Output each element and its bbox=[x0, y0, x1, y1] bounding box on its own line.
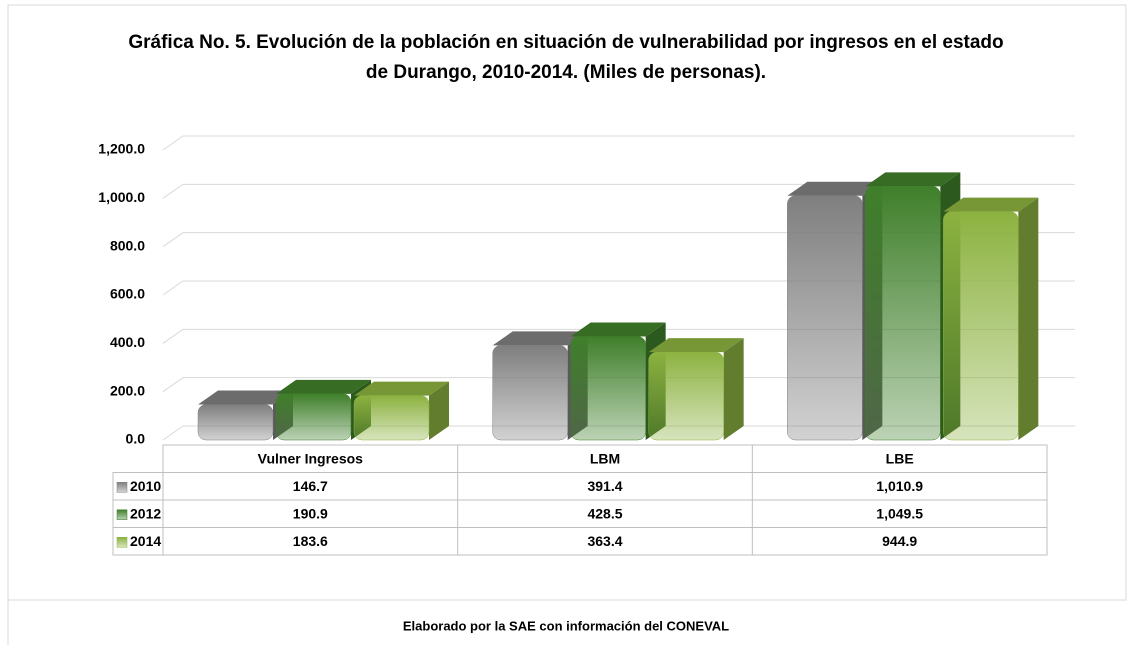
bar bbox=[353, 395, 430, 441]
bar-top bbox=[865, 172, 961, 187]
data-label: 190.9 bbox=[293, 505, 328, 521]
data-label: 363.4 bbox=[587, 533, 622, 549]
grid-line bbox=[162, 232, 1075, 248]
data-label: 146.7 bbox=[293, 478, 328, 494]
bar bbox=[275, 393, 352, 441]
legend-swatch bbox=[116, 537, 128, 548]
legend-label: 2012 bbox=[130, 505, 161, 521]
x-tick-label: LBM bbox=[590, 450, 620, 466]
x-tick-label: LBE bbox=[886, 450, 914, 466]
bar-top bbox=[354, 381, 449, 396]
bar-side bbox=[1018, 197, 1039, 440]
bar bbox=[492, 345, 568, 441]
data-label: 944.9 bbox=[882, 533, 917, 549]
grid-line bbox=[162, 425, 1075, 441]
data-label: 1,010.9 bbox=[876, 478, 923, 494]
source-note: Elaborado por la SAE con información del… bbox=[403, 618, 729, 633]
grid-line bbox=[162, 135, 1075, 151]
grid-line bbox=[162, 280, 1075, 296]
bar-top bbox=[198, 390, 293, 405]
chart-title: Gráfica No. 5. Evolución de la población… bbox=[128, 32, 1004, 83]
bar-top bbox=[276, 379, 371, 394]
y-tick-label: 0.0 bbox=[126, 431, 146, 447]
grid-line bbox=[162, 377, 1075, 393]
bar-side bbox=[723, 338, 744, 440]
bar-top bbox=[570, 322, 666, 337]
legend-label: 2010 bbox=[130, 478, 161, 494]
frame bbox=[7, 4, 1127, 601]
data-label: 391.4 bbox=[587, 478, 622, 494]
y-tick-label: 600.0 bbox=[110, 286, 145, 302]
grid-line bbox=[162, 183, 1075, 199]
bar-top bbox=[787, 181, 883, 196]
bar-top bbox=[492, 331, 588, 346]
x-tick-label: Vulner Ingresos bbox=[258, 450, 364, 466]
data-label: 183.6 bbox=[293, 533, 328, 549]
bar bbox=[570, 336, 646, 441]
y-tick-label: 1,200.0 bbox=[98, 141, 145, 157]
bar-side bbox=[429, 381, 449, 440]
y-tick-label: 400.0 bbox=[110, 334, 145, 350]
bar-top bbox=[648, 338, 744, 353]
grid-line bbox=[162, 328, 1075, 344]
legend-label: 2014 bbox=[130, 533, 161, 549]
legend-swatch bbox=[116, 482, 128, 493]
bar bbox=[648, 351, 724, 441]
bar bbox=[865, 186, 941, 441]
data-label: 1,049.5 bbox=[876, 505, 923, 521]
bar bbox=[943, 211, 1019, 441]
y-tick-label: 1,000.0 bbox=[98, 189, 145, 205]
bar bbox=[787, 195, 863, 441]
bar-top bbox=[943, 197, 1039, 212]
y-tick-label: 200.0 bbox=[110, 382, 145, 398]
y-tick-label: 800.0 bbox=[110, 237, 145, 253]
bar bbox=[197, 404, 274, 441]
data-label: 428.5 bbox=[587, 505, 622, 521]
legend-swatch bbox=[116, 509, 128, 520]
